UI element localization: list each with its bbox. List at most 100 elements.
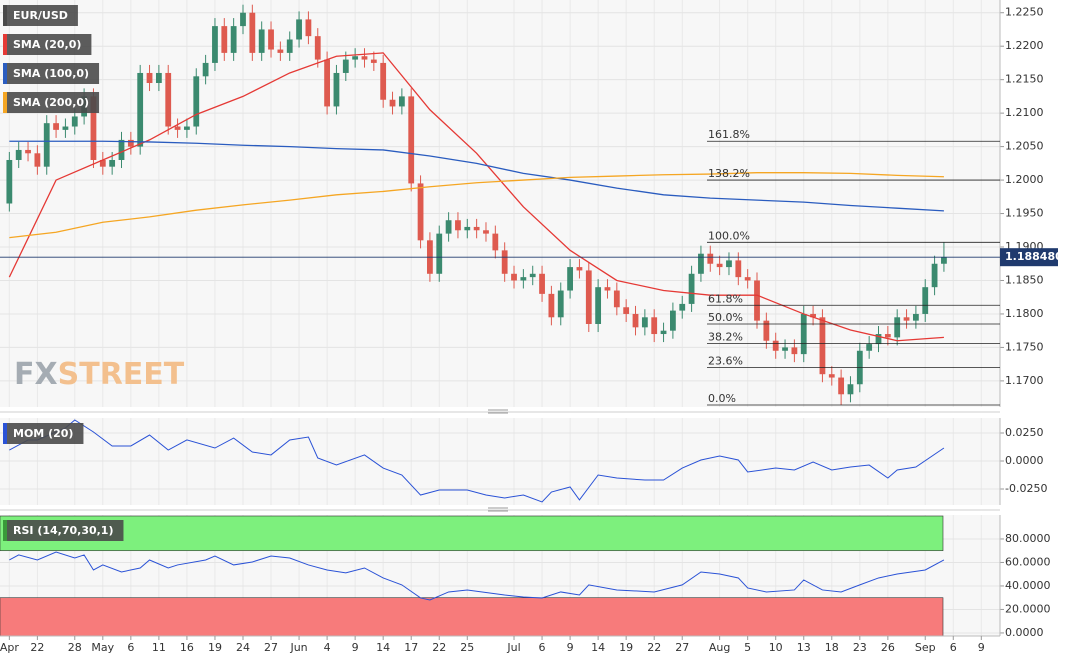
candle-body bbox=[875, 334, 882, 345]
candle-body bbox=[286, 39, 293, 53]
candle-body bbox=[800, 313, 807, 355]
candle-body bbox=[492, 233, 499, 251]
y-tick-label: -0.0250 bbox=[1005, 482, 1047, 495]
legend-box bbox=[3, 520, 124, 541]
fib-label: 38.2% bbox=[708, 330, 743, 343]
candle-body bbox=[529, 273, 536, 278]
fib-label: 50.0% bbox=[708, 311, 743, 324]
candle-body bbox=[436, 233, 443, 274]
fib-label: 23.6% bbox=[708, 355, 743, 368]
legend-swatch bbox=[3, 423, 7, 444]
candle-body bbox=[894, 317, 901, 338]
y-tick-label: 1.2000 bbox=[1005, 173, 1044, 186]
candle-body bbox=[735, 260, 742, 278]
x-tick-label: 24 bbox=[236, 641, 250, 654]
x-tick-label: 9 bbox=[978, 641, 985, 654]
x-tick-label: 23 bbox=[853, 641, 867, 654]
candle-body bbox=[828, 374, 835, 378]
oversold-band bbox=[0, 597, 944, 637]
candle-body bbox=[15, 149, 22, 160]
x-tick-label: 28 bbox=[68, 641, 82, 654]
x-tick-label: 9 bbox=[567, 641, 574, 654]
legend-label: MOM (20) bbox=[13, 427, 73, 440]
x-tick-label: 6 bbox=[127, 641, 134, 654]
y-tick-label: 1.2200 bbox=[1005, 39, 1044, 52]
watermark-part: FX bbox=[14, 357, 58, 392]
legend-entry: EUR/USD bbox=[3, 5, 78, 26]
y-tick-label: 1.1750 bbox=[1005, 340, 1044, 353]
y-tick-label: 40.0000 bbox=[1005, 579, 1051, 592]
x-tick-label: 22 bbox=[30, 641, 44, 654]
fib-label: 0.0% bbox=[708, 392, 736, 405]
fib-label: 100.0% bbox=[708, 229, 750, 242]
candle-body bbox=[53, 123, 59, 130]
y-tick-label: 1.1950 bbox=[1005, 207, 1044, 220]
x-tick-label: 18 bbox=[825, 641, 839, 654]
legend-swatch bbox=[3, 520, 7, 541]
candle-body bbox=[473, 226, 480, 231]
candle-body bbox=[651, 317, 658, 335]
candle-body bbox=[632, 313, 639, 328]
series-line bbox=[9, 172, 944, 239]
legend-box bbox=[3, 34, 92, 55]
candle-body bbox=[866, 344, 873, 351]
x-tick-label: Apr bbox=[0, 641, 19, 654]
legend-swatch bbox=[3, 63, 7, 84]
candle-body bbox=[230, 26, 237, 53]
candle-body bbox=[539, 273, 545, 294]
y-tick-label: 1.2150 bbox=[1005, 73, 1044, 86]
x-tick-label: 6 bbox=[950, 641, 957, 654]
x-tick-label: 4 bbox=[324, 641, 331, 654]
last-price-box bbox=[1000, 248, 1058, 267]
x-tick-label: May bbox=[91, 641, 114, 654]
candle-body bbox=[127, 139, 134, 147]
candle-body bbox=[838, 377, 845, 395]
candle-body bbox=[62, 126, 69, 130]
candle-body bbox=[6, 159, 13, 204]
legend-label: EUR/USD bbox=[13, 9, 68, 22]
candle-body bbox=[305, 19, 312, 37]
candle-body bbox=[613, 290, 620, 308]
candle-body bbox=[398, 96, 405, 107]
legend-swatch bbox=[3, 34, 7, 55]
candle-body bbox=[277, 49, 284, 53]
candle-body bbox=[931, 263, 938, 288]
candle-body bbox=[604, 287, 611, 291]
candle-body bbox=[240, 12, 246, 27]
x-tick-label: 5 bbox=[744, 641, 751, 654]
candle-body bbox=[726, 260, 732, 268]
x-tick-label: 10 bbox=[769, 641, 783, 654]
x-tick-label: Aug bbox=[709, 641, 730, 654]
candle-body bbox=[221, 26, 228, 53]
series-line bbox=[9, 551, 945, 601]
candle-body bbox=[90, 96, 97, 160]
y-tick-label: 1.1700 bbox=[1005, 374, 1044, 387]
legend-box bbox=[3, 92, 100, 113]
candle-body bbox=[567, 267, 573, 291]
legend-label: SMA (200,0) bbox=[13, 96, 89, 109]
candle-body bbox=[417, 183, 424, 241]
candle-body bbox=[71, 116, 78, 127]
x-tick-label: Jul bbox=[506, 641, 520, 654]
candle-body bbox=[184, 126, 190, 130]
last-price-label: 1.188480 bbox=[1005, 250, 1063, 263]
y-tick-label: 1.2250 bbox=[1005, 6, 1044, 19]
legend-label: SMA (20,0) bbox=[13, 38, 81, 51]
candle-body bbox=[716, 263, 723, 268]
candle-body bbox=[744, 277, 751, 281]
x-tick-label: Jun bbox=[289, 641, 307, 654]
legend-entry: SMA (100,0) bbox=[3, 63, 100, 84]
candle-body bbox=[772, 340, 779, 351]
x-tick-label: 17 bbox=[404, 641, 418, 654]
candle-body bbox=[810, 313, 816, 318]
x-tick-label: 11 bbox=[152, 641, 166, 654]
series-line bbox=[9, 140, 944, 212]
candle-body bbox=[791, 347, 798, 355]
candle-body bbox=[408, 96, 415, 184]
candle-body bbox=[43, 123, 50, 167]
candle-body bbox=[296, 19, 302, 40]
x-tick-label: 6 bbox=[539, 641, 546, 654]
candle-body bbox=[707, 253, 714, 264]
candle-body bbox=[146, 72, 153, 84]
candle-body bbox=[576, 267, 583, 271]
